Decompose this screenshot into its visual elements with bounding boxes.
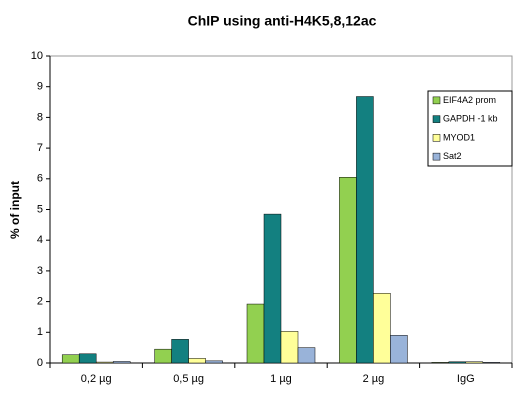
y-axis-label: % of input — [8, 181, 22, 239]
bar — [339, 177, 357, 364]
legend-label: MYOD1 — [443, 132, 475, 142]
x-tick-label: 0,2 µg — [81, 373, 112, 385]
legend-swatch — [432, 115, 441, 123]
bar — [448, 361, 467, 364]
bar — [171, 339, 189, 364]
bar — [112, 361, 131, 364]
bar — [78, 353, 97, 364]
x-tick-label: 0,5 µg — [173, 373, 204, 385]
bar — [356, 96, 374, 364]
bar — [61, 354, 80, 364]
y-tick-label: 3 — [37, 265, 43, 277]
bar — [154, 348, 172, 364]
legend-label: EIF4A2 prom — [443, 95, 496, 105]
bar — [390, 335, 408, 364]
y-tick-label: 4 — [37, 234, 43, 246]
legend-swatch — [432, 96, 441, 105]
bar — [246, 303, 265, 364]
y-tick-label: 7 — [37, 142, 43, 154]
bar — [280, 331, 299, 364]
y-tick-label: 6 — [37, 173, 43, 185]
bar — [205, 360, 223, 364]
x-tick-label: 1 µg — [270, 373, 292, 385]
bar — [465, 361, 484, 364]
y-tick-label: 10 — [31, 50, 43, 62]
legend-label: GAPDH -1 kb — [443, 114, 498, 124]
bar — [482, 362, 501, 364]
bar — [297, 347, 316, 364]
y-tick-label: 1 — [37, 326, 43, 338]
bar — [188, 358, 206, 364]
bar — [263, 213, 282, 364]
legend-swatch — [432, 152, 441, 161]
bar — [431, 362, 450, 364]
legend-swatch — [432, 134, 441, 142]
chart-title: ChIP using anti-H4K5,8,12ac — [188, 13, 377, 29]
x-tick-label: IgG — [457, 373, 475, 385]
y-tick-label: 5 — [37, 203, 43, 215]
y-tick-label: 8 — [37, 111, 43, 123]
y-tick-label: 2 — [37, 296, 43, 308]
bar — [373, 293, 391, 364]
legend-box — [427, 90, 513, 167]
bar — [95, 361, 114, 364]
legend-label: Sat2 — [443, 151, 462, 161]
x-tick-label: 2 µg — [363, 373, 385, 385]
y-tick-label: 9 — [37, 81, 43, 93]
y-tick-label: 0 — [37, 357, 43, 369]
